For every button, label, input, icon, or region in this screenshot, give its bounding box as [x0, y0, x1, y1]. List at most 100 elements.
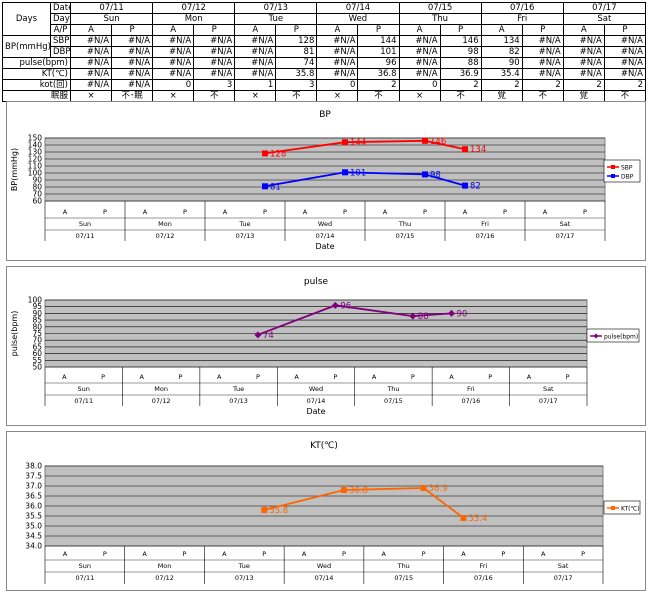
x-day-label: Fri	[480, 562, 488, 570]
day-cell: Fri	[480, 13, 564, 25]
data-label: 146	[430, 137, 446, 147]
value-cell: 0	[152, 79, 195, 91]
x-date-label: 07/16	[474, 574, 493, 582]
value-cell: 96	[357, 57, 400, 69]
value-cell: ×	[152, 90, 195, 102]
x-tick-label: P	[488, 373, 492, 381]
value-cell: #N/A	[111, 79, 154, 91]
x-tick-label: A	[217, 373, 222, 381]
data-point	[422, 171, 428, 178]
value-cell: #N/A	[234, 68, 277, 80]
data-point	[462, 146, 468, 153]
value-cell: #N/A	[316, 57, 359, 69]
x-tick-label: P	[262, 550, 266, 558]
day-header: Day	[50, 13, 71, 25]
x-tick-label: P	[183, 550, 187, 558]
x-date-label: 07/11	[75, 574, 94, 582]
y-tick-label: 34.0	[25, 542, 42, 551]
legend-marker	[611, 165, 615, 169]
ap-cell: A	[69, 24, 113, 36]
x-day-label: Wed	[318, 220, 332, 228]
x-tick-label: P	[183, 208, 187, 216]
data-point	[254, 331, 262, 339]
y-tick-label: 36.0	[25, 502, 42, 511]
data-point	[460, 515, 467, 521]
ap-cell: P	[439, 24, 482, 36]
y-tick-label: 85	[32, 316, 42, 325]
data-point	[409, 312, 417, 320]
data-point	[261, 507, 268, 513]
x-tick-label: P	[103, 550, 107, 558]
y-axis-label: pulse(bpm)	[10, 311, 19, 357]
x-tick-label: P	[423, 208, 427, 216]
y-tick-label: 65	[32, 342, 42, 351]
x-tick-label: A	[222, 550, 227, 558]
row-label: 眠服	[2, 90, 71, 102]
data-label: 134	[470, 145, 486, 155]
value-cell: 2	[480, 79, 523, 91]
value-cell: 不	[603, 90, 647, 102]
value-cell: 2	[357, 79, 400, 91]
x-day-label: Sun	[79, 562, 91, 570]
y-tick-label: 110	[28, 162, 43, 171]
value-cell: 2	[562, 79, 605, 91]
x-tick-label: A	[541, 550, 546, 558]
x-tick-label: P	[503, 208, 507, 216]
data-point	[342, 139, 348, 146]
y-tick-label: 130	[28, 148, 43, 157]
value-cell: #N/A	[562, 57, 605, 69]
value-cell: #N/A	[69, 68, 113, 80]
x-tick-label: A	[223, 208, 228, 216]
data-label: 36.8	[349, 486, 368, 496]
y-tick-label: 70	[32, 336, 42, 345]
x-date-label: 07/16	[461, 397, 480, 405]
x-day-label: Mon	[158, 562, 172, 570]
x-day-label: Tue	[232, 385, 244, 393]
data-label: 35.8	[269, 506, 288, 516]
value-cell: 146	[439, 35, 482, 47]
value-cell: 2	[603, 79, 647, 91]
x-tick-label: A	[140, 373, 145, 381]
chart-title: pulse	[304, 277, 329, 287]
y-tick-label: 60	[32, 349, 42, 358]
x-tick-label: P	[583, 208, 587, 216]
x-tick-label: P	[422, 550, 426, 558]
x-day-label: Thu	[398, 220, 411, 228]
y-tick-label: 80	[32, 183, 42, 192]
x-tick-label: P	[179, 373, 183, 381]
day-cell: Wed	[316, 13, 400, 25]
bp-chart-panel: BP 60 70 80 90 100 110 120 130 140 150 BP(mmHg) A P A P…	[6, 101, 646, 261]
data-point	[462, 182, 468, 189]
data-point	[448, 309, 455, 317]
date-cell: 07/13	[234, 2, 318, 14]
x-tick-label: P	[263, 208, 267, 216]
x-tick-label: A	[527, 373, 532, 381]
value-cell: #N/A	[69, 35, 113, 47]
ap-cell: P	[603, 24, 647, 36]
value-cell: ×	[398, 90, 441, 102]
value-cell: #N/A	[398, 57, 441, 69]
x-date-label: 07/16	[476, 232, 495, 240]
value-cell: #N/A	[603, 46, 647, 58]
x-tick-label: A	[63, 208, 68, 216]
data-label: 98	[430, 170, 441, 180]
value-cell: #N/A	[69, 46, 113, 58]
row-label: pulse(bpm)	[2, 57, 71, 69]
day-cell: Mon	[152, 13, 236, 25]
value-cell: 101	[357, 46, 400, 58]
value-cell: 2	[521, 79, 564, 91]
value-cell: 88	[439, 57, 482, 69]
y-tick-label: 37.0	[25, 482, 42, 491]
y-tick-label: 150	[28, 134, 43, 143]
ap-cell: A	[480, 24, 523, 36]
data-label: 35.4	[469, 514, 488, 524]
ap-cell: A	[316, 24, 359, 36]
x-date-label: 07/12	[152, 397, 171, 405]
y-tick-label: 60	[32, 197, 42, 206]
data-label: 74	[263, 331, 274, 341]
value-cell: 134	[480, 35, 523, 47]
x-tick-label: A	[372, 373, 377, 381]
x-day-label: Mon	[154, 385, 168, 393]
